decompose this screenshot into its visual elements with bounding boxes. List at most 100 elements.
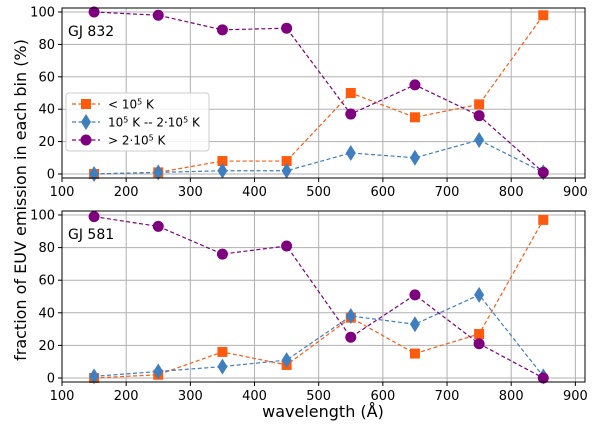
x-tick-label: 900 — [563, 389, 588, 404]
y-tick-label: 80 — [38, 241, 55, 256]
data-point-circle — [409, 289, 421, 301]
data-point-circle — [345, 331, 357, 343]
data-point-square — [217, 156, 228, 167]
x-tick-label: 400 — [242, 389, 267, 404]
axes-frame — [61, 210, 586, 383]
star-label: GJ 832 — [68, 24, 114, 40]
series-line-2 — [93, 216, 544, 379]
legend-text-part: K — [142, 98, 155, 112]
legend-marker-diamond — [81, 114, 91, 130]
data-point-circle — [152, 9, 164, 21]
y-tick-label: 40 — [38, 103, 55, 118]
x-tick-label: 300 — [178, 389, 203, 404]
data-point-square — [281, 156, 292, 167]
y-tick-label: 20 — [38, 339, 55, 354]
legend-superscript: 5 — [137, 97, 142, 106]
legend-marker-circle — [80, 134, 92, 146]
series-line-1 — [94, 294, 544, 377]
y-tick-label: 60 — [38, 274, 55, 289]
x-tick-label: 600 — [370, 389, 395, 404]
data-point-circle — [409, 79, 421, 91]
x-axis-label: wavelength (Å) — [262, 402, 384, 421]
legend-superscript: 5 — [123, 115, 128, 124]
data-point-diamond — [474, 286, 485, 303]
data-point-circle — [537, 166, 549, 178]
legend-marker-square — [81, 99, 91, 109]
data-point-diamond — [281, 352, 292, 369]
legend-text-part: K -- 2·10 — [128, 116, 183, 130]
data-point-diamond — [409, 316, 420, 333]
x-tick-label: 900 — [563, 185, 588, 200]
x-tick-label: 200 — [114, 389, 139, 404]
data-point-square — [409, 112, 420, 123]
data-point-square — [217, 346, 228, 357]
data-point-square — [538, 214, 549, 225]
star-label: GJ 581 — [68, 227, 114, 243]
x-tick-label: 800 — [499, 389, 524, 404]
legend-text-part: K — [154, 134, 167, 148]
data-point-square — [538, 10, 549, 21]
axes-frame — [61, 7, 586, 179]
y-tick-label: 0 — [47, 168, 55, 183]
legend-text-part: 10 — [108, 116, 123, 130]
y-tick-label: 40 — [38, 306, 55, 321]
x-tick-label: 700 — [435, 389, 460, 404]
data-point-diamond — [153, 164, 164, 181]
data-point-circle — [216, 24, 228, 36]
x-tick-label: 800 — [499, 185, 524, 200]
data-point-diamond — [409, 149, 420, 166]
x-tick-label: 400 — [242, 185, 267, 200]
y-tick-label: 0 — [47, 372, 55, 387]
data-point-square — [409, 348, 420, 359]
y-tick-label: 100 — [30, 209, 55, 224]
y-tick-label: 20 — [38, 135, 55, 150]
x-tick-label: 100 — [50, 389, 75, 404]
y-tick-label: 80 — [38, 38, 55, 53]
legend-text-part: > 2·10 — [108, 134, 149, 148]
x-tick-label: 700 — [435, 185, 460, 200]
plot-area — [62, 211, 585, 382]
series-line-0 — [94, 219, 544, 379]
data-point-diamond — [474, 131, 485, 148]
legend-label: 105 K -- 2·105 K — [108, 115, 201, 130]
y-tick-label: 60 — [38, 70, 55, 85]
legend-box — [65, 92, 210, 152]
data-point-square — [474, 99, 485, 110]
data-point-square — [345, 88, 356, 98]
series-line-2 — [94, 11, 544, 173]
data-point-circle — [152, 220, 164, 232]
x-tick-label: 200 — [114, 185, 139, 200]
data-point-circle — [345, 108, 357, 120]
data-point-circle — [473, 110, 485, 122]
data-point-diamond — [89, 368, 100, 385]
data-point-circle — [281, 240, 293, 252]
data-point-circle — [88, 211, 100, 223]
data-point-circle — [281, 22, 293, 34]
legend-label: < 105 K — [108, 97, 155, 112]
panel-bottom: 100 200 300 400 500 600 700 800 900 0 20 40 60 80 100 G… — [30, 209, 588, 405]
y-axis-label: fraction of EUV emission in each bin (%) — [11, 39, 30, 361]
y-tick-label: 100 — [30, 6, 55, 21]
data-point-diamond — [217, 358, 228, 375]
series-line-0 — [94, 14, 544, 175]
data-point-circle — [473, 338, 485, 350]
x-tick-label: 500 — [306, 185, 331, 200]
data-point-circle — [216, 248, 228, 260]
legend-label: > 2·105 K — [108, 133, 167, 148]
x-tick-label: 500 — [306, 389, 331, 404]
data-point-diamond — [153, 363, 164, 380]
x-tick-label: 100 — [50, 185, 75, 200]
legend-text-part: < 10 — [108, 98, 137, 112]
series-line-1 — [94, 139, 544, 175]
data-point-diamond — [217, 162, 228, 179]
data-point-diamond — [281, 162, 292, 179]
x-tick-label: 300 — [178, 185, 203, 200]
data-point-circle — [88, 6, 100, 18]
data-point-square — [474, 328, 485, 339]
legend-superscript: 5 — [149, 133, 154, 142]
x-tick-label: 600 — [370, 185, 395, 200]
legend-text-part: K — [188, 116, 201, 130]
data-point-diamond — [345, 144, 356, 161]
